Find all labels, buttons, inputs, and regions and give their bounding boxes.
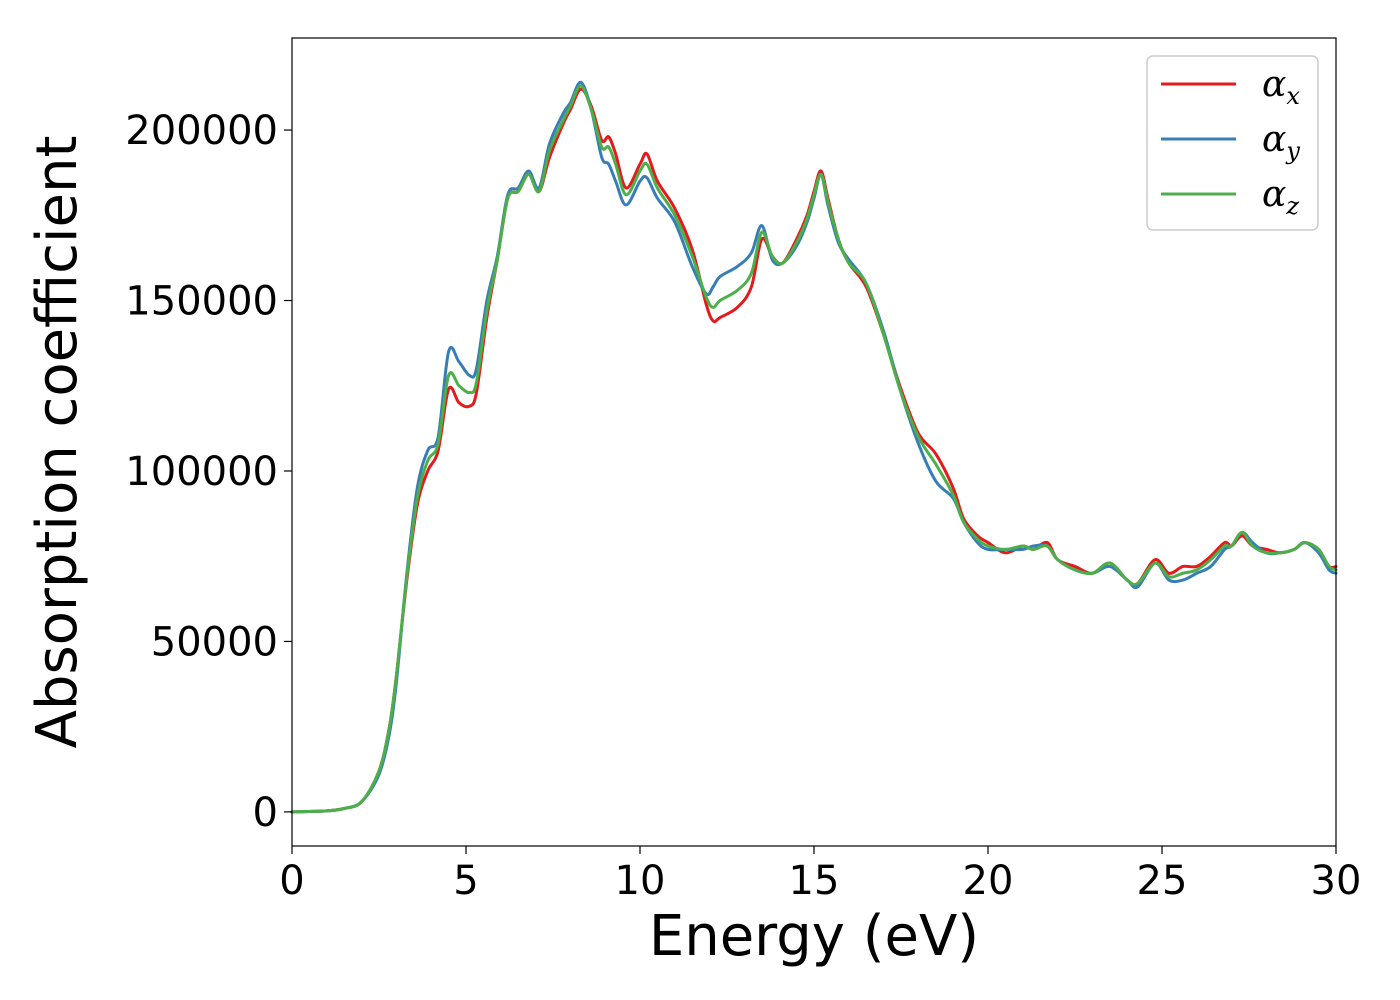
- legend-label-y: αy: [1262, 119, 1300, 165]
- legend-label-base: α: [1262, 119, 1286, 160]
- x-axis-title: Energy (eV): [649, 904, 979, 969]
- y-tick-label: 50000: [151, 619, 278, 665]
- series-layer: [290, 80, 1338, 814]
- y-tick-label: 150000: [125, 279, 278, 325]
- y-tick-label: 0: [253, 790, 278, 836]
- y-tick-label: 100000: [125, 449, 278, 495]
- x-tick-label: 30: [1311, 858, 1362, 904]
- x-axis: 0 5 10 15 20 25 30: [279, 846, 1361, 904]
- x-tick-label: 15: [789, 858, 840, 904]
- x-tick-label: 0: [279, 858, 304, 904]
- x-tick-label: 10: [615, 858, 666, 904]
- y-tick-label: 200000: [125, 108, 278, 154]
- y-axis: 0 50000 100000 150000 200000: [125, 108, 292, 836]
- y-axis-title: Absorption coefficient: [25, 136, 90, 749]
- legend-box: [1146, 55, 1319, 231]
- x-tick-label: 20: [963, 858, 1014, 904]
- legend-label-z: αz: [1262, 174, 1299, 220]
- legend-label-subscript: x: [1286, 82, 1300, 110]
- series-line-z: [290, 84, 1338, 814]
- x-tick-label: 25: [1137, 858, 1188, 904]
- legend-label-base: α: [1262, 174, 1286, 215]
- legend-label-base: α: [1262, 64, 1286, 105]
- x-tick-label: 5: [453, 858, 478, 904]
- legend-label-subscript: z: [1285, 192, 1299, 220]
- legend-label-subscript: y: [1285, 137, 1300, 165]
- legend-label-x: αx: [1262, 64, 1300, 110]
